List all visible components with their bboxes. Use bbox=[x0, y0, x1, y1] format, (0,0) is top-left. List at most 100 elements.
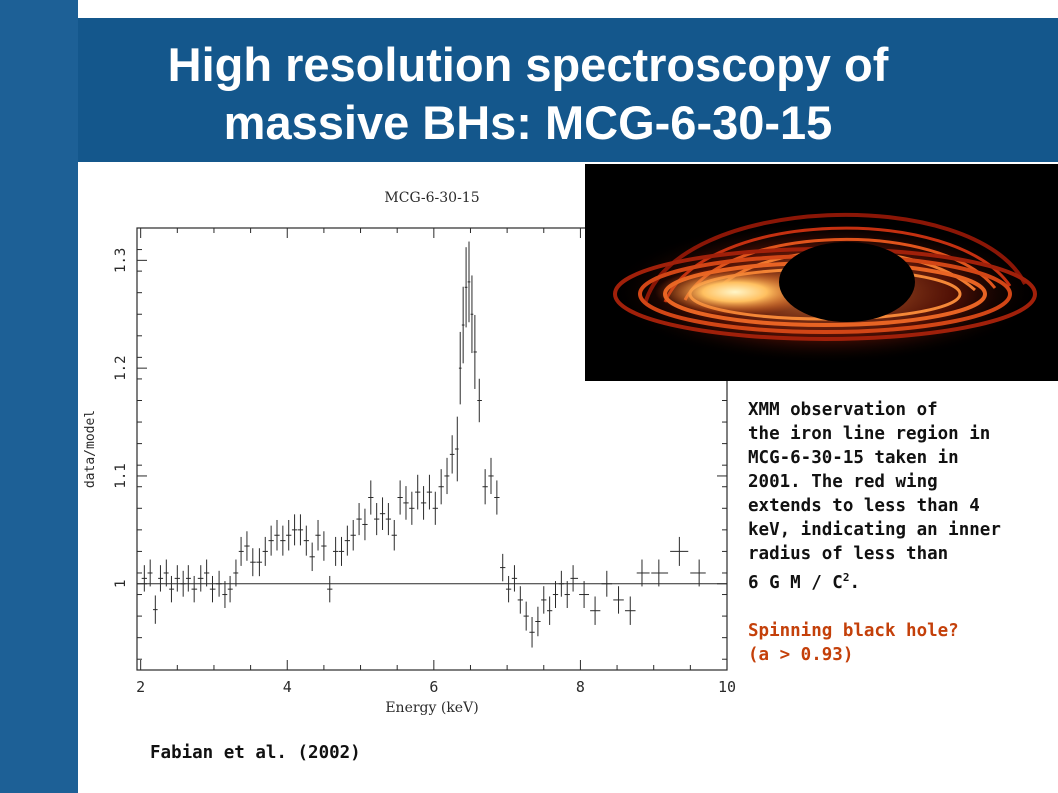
data-point bbox=[327, 575, 333, 603]
notes-line-7: radius of less than bbox=[748, 544, 949, 564]
data-point bbox=[158, 565, 164, 592]
notes-spacer bbox=[748, 595, 1048, 619]
disk-hot-spot bbox=[655, 268, 815, 316]
data-point bbox=[291, 514, 298, 546]
y-tick-label: 1.2 bbox=[113, 355, 129, 380]
data-point bbox=[244, 531, 250, 561]
data-point bbox=[362, 508, 368, 541]
data-points bbox=[141, 241, 706, 648]
data-point bbox=[470, 275, 474, 354]
spectrum-plot: MCG-6-30-15 Energy (keV) data/model 2 4 6 8… bbox=[78, 162, 748, 722]
axis-ticks: 2 4 6 8 10 1 1.1 1.2 1.3 bbox=[113, 227, 736, 696]
notes-line-5: extends to less than 4 bbox=[748, 496, 980, 516]
black-hole-shadow bbox=[779, 242, 915, 322]
data-point bbox=[222, 581, 228, 608]
data-point bbox=[570, 565, 579, 592]
data-point bbox=[590, 596, 601, 625]
data-point bbox=[379, 497, 386, 530]
data-point bbox=[473, 314, 477, 389]
data-point bbox=[321, 531, 327, 561]
data-point bbox=[426, 474, 433, 510]
data-point bbox=[280, 525, 286, 556]
data-point bbox=[546, 596, 553, 625]
data-point bbox=[467, 241, 471, 323]
notes-accent-line-1: Spinning black hole? bbox=[748, 620, 959, 641]
data-point bbox=[169, 575, 175, 603]
notes-line-8-main: 6 G M / C bbox=[748, 572, 843, 593]
notes-line-3: MCG-6-30-15 taken in bbox=[748, 448, 959, 468]
plot-frame bbox=[136, 227, 728, 671]
top-strip bbox=[78, 0, 1058, 18]
notes-accent-line-2: (a > 0.93) bbox=[748, 644, 854, 665]
slide-title: High resolution spectroscopy of massive … bbox=[78, 36, 978, 152]
data-point bbox=[256, 548, 263, 577]
slide-title-line-2: massive BHs: MCG-6-30-15 bbox=[223, 96, 833, 149]
data-point bbox=[432, 491, 438, 525]
notes-line-2: the iron line region in bbox=[748, 424, 991, 444]
data-point bbox=[185, 565, 191, 592]
data-point bbox=[438, 469, 444, 505]
x-axis-label: Energy (keV) bbox=[385, 700, 478, 716]
notes-line-4: 2001. The red wing bbox=[748, 472, 938, 492]
data-point bbox=[505, 575, 512, 603]
data-point bbox=[613, 586, 624, 614]
data-point bbox=[444, 457, 450, 495]
data-point bbox=[286, 519, 292, 551]
x-tick-label: 6 bbox=[429, 678, 438, 696]
data-point bbox=[356, 503, 362, 536]
data-point bbox=[262, 536, 268, 566]
data-point bbox=[409, 491, 415, 525]
data-point bbox=[268, 525, 274, 556]
data-point bbox=[636, 559, 650, 587]
data-point bbox=[147, 559, 153, 587]
accretion-disk-image-svg bbox=[585, 164, 1058, 381]
data-point bbox=[558, 570, 564, 597]
notes-line-8-end: . bbox=[849, 572, 860, 593]
observation-notes: XMM observation of the iron line region … bbox=[748, 398, 1048, 667]
data-point bbox=[601, 570, 613, 597]
data-point bbox=[464, 247, 468, 328]
x-tick-label: 10 bbox=[718, 678, 736, 696]
data-point bbox=[163, 559, 169, 587]
data-point bbox=[191, 575, 198, 603]
data-point bbox=[529, 617, 535, 648]
data-point bbox=[374, 503, 380, 536]
left-accent-band bbox=[0, 0, 78, 793]
data-point bbox=[564, 581, 570, 608]
data-point bbox=[344, 525, 350, 556]
data-point bbox=[624, 596, 636, 625]
data-point bbox=[233, 559, 239, 587]
data-point bbox=[238, 536, 244, 566]
data-point bbox=[449, 435, 455, 474]
notes-line-1: XMM observation of bbox=[748, 400, 938, 420]
data-point bbox=[461, 286, 465, 364]
data-point bbox=[250, 548, 256, 577]
data-point bbox=[541, 586, 547, 614]
data-point bbox=[315, 519, 321, 551]
y-tick-label: 1.3 bbox=[113, 248, 129, 273]
y-axis-label: data/model bbox=[83, 410, 98, 488]
data-point bbox=[494, 480, 500, 515]
data-point bbox=[153, 595, 158, 624]
data-point bbox=[203, 559, 210, 587]
data-point bbox=[482, 469, 488, 505]
data-point bbox=[477, 378, 482, 423]
data-point bbox=[552, 581, 559, 608]
data-point bbox=[415, 474, 421, 510]
data-point bbox=[670, 536, 689, 566]
data-point bbox=[303, 525, 309, 556]
chart-title: MCG-6-30-15 bbox=[384, 190, 479, 206]
data-point bbox=[397, 480, 403, 515]
data-point bbox=[458, 331, 462, 405]
data-point bbox=[690, 559, 706, 587]
x-tick-label: 8 bbox=[576, 678, 585, 696]
accretion-disk-image bbox=[585, 164, 1058, 381]
notes-line-8: 6 G M / C2. bbox=[748, 566, 1048, 595]
y-tick-label: 1.1 bbox=[113, 463, 129, 488]
notes-line-6: keV, indicating an inner bbox=[748, 520, 1001, 540]
data-point bbox=[651, 559, 669, 587]
x-tick-label: 2 bbox=[136, 678, 145, 696]
data-point bbox=[350, 519, 356, 551]
data-point bbox=[420, 486, 427, 520]
data-point bbox=[216, 570, 222, 597]
